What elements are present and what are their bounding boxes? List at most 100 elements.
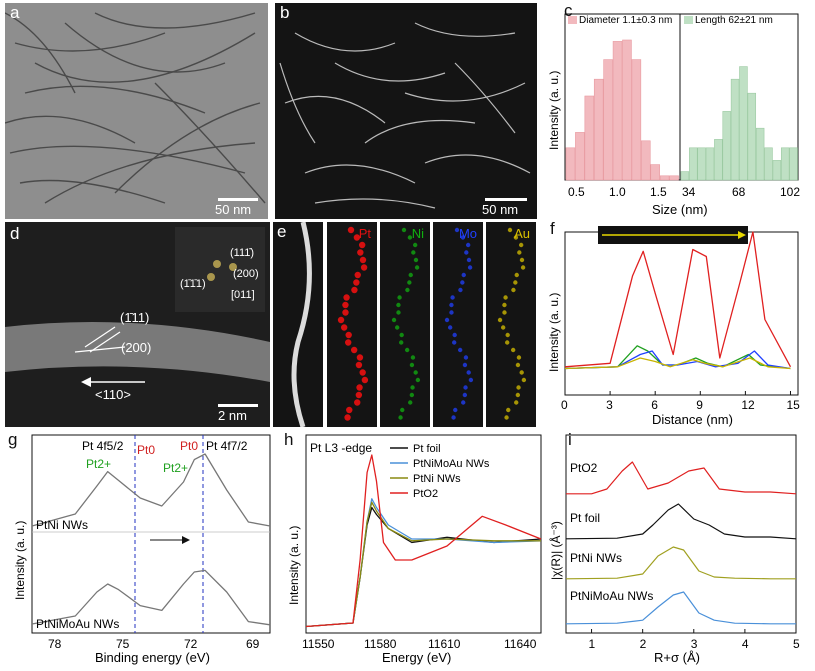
fft-m1m11-label: (1̄1̄1) (180, 278, 206, 290)
bar-diameter-1.1 (622, 39, 632, 181)
bar-length-94 (780, 147, 790, 181)
panel-c-size-histogram: c Diameter 1.1±0.3 nm Length 62±21 nm 0.… (540, 0, 815, 222)
tick-h-11580: 11580 (364, 637, 397, 651)
bar-length-49 (705, 147, 715, 181)
legend-length: Length 62±21 nm (695, 15, 773, 26)
bar-length-74 (747, 92, 757, 181)
label-ptni: PtNi NWs (36, 518, 88, 532)
ylabel-i: |χ(R)| (Å⁻³) (548, 521, 563, 580)
bar-length-69 (739, 66, 748, 181)
xanes-ptni-nws (305, 501, 541, 628)
histogram-plot: Diameter 1.1±0.3 nm Length 62±21 nm 0.5 … (547, 13, 800, 217)
panel-b-haadf-image: b 50 nm (275, 3, 537, 219)
bar-length-64 (730, 78, 740, 181)
bar-diameter-0.8 (593, 78, 604, 181)
tick-c-1.5: 1.5 (650, 185, 667, 199)
bar-diameter-0.5 (565, 147, 576, 181)
bar-length-39 (689, 147, 698, 181)
label-i-pto2: PtO2 (570, 461, 598, 475)
exafs-ptnimoau-nws (565, 591, 796, 625)
legend-h-2: PtNi NWs (413, 473, 461, 485)
xps-ptni-nws (31, 453, 271, 527)
scale-bar-a (218, 198, 258, 201)
map-label-mo: Mo (458, 226, 477, 241)
legend-h-0: Pt foil (413, 443, 441, 455)
scale-bar-b (485, 198, 527, 201)
title-h: Pt L3 -edge (310, 441, 372, 455)
map-label-ni: Ni (411, 226, 424, 241)
tick-h-11610: 11610 (428, 637, 461, 651)
profile-au (564, 357, 791, 370)
label-i-ptnimoau: PtNiMoAu NWs (570, 589, 653, 603)
bar-diameter-1.4 (650, 164, 660, 181)
panel-label-c: c (564, 1, 573, 20)
ylabel-g: Intensity (a. u.) (13, 521, 27, 600)
panel-h-xanes: h Pt L3 -edge Pt foil PtNiMoAu NWs PtNi NW… (278, 430, 546, 666)
panel-label-e: e (277, 222, 287, 241)
scale-text-a: 50 nm (215, 202, 252, 217)
bar-length-44 (697, 147, 706, 181)
nanowire-texture-dark (279, 22, 531, 209)
panel-label-g: g (8, 430, 18, 449)
tick-c-102: 102 (780, 185, 800, 199)
panel-label-a: a (10, 3, 20, 22)
panel-e-eds-maps: e Pt Ni Mo Au (273, 222, 539, 427)
bar-length-59 (722, 111, 731, 181)
tick-f-3: 3 (606, 398, 613, 412)
bar-diameter-1.3 (641, 140, 651, 181)
xps-ptnimoau-nws (31, 569, 271, 626)
tick-i-4: 4 (742, 637, 749, 651)
scale-bar-d (218, 404, 258, 407)
tick-f-12: 12 (741, 398, 755, 412)
scale-text-d: 2 nm (218, 408, 247, 423)
profile-mo (564, 350, 791, 370)
tick-f-6: 6 (651, 398, 658, 412)
line-profile-plot: 0 3 6 9 12 15 Distance (nm) Intensity (a. u.) (547, 226, 800, 427)
legend-h-1: PtNiMoAu NWs (413, 458, 490, 470)
tick-h-11640: 11640 (504, 637, 537, 651)
bar-length-54 (714, 139, 723, 181)
bar-length-34 (680, 171, 690, 181)
bar-length-99 (789, 147, 798, 181)
bar-diameter-0.7 (584, 95, 595, 181)
label-ptnimoau: PtNiMoAu NWs (36, 617, 119, 631)
label-pt-4f52: Pt 4f5/2 (82, 439, 124, 453)
tick-f-0: 0 (561, 398, 568, 412)
label-pt2-b: Pt2+ (163, 461, 188, 475)
legend-swatch-length (684, 16, 693, 24)
bar-length-79 (755, 127, 765, 181)
fft-11m1-label: (111̄) (230, 247, 255, 259)
panel-label-b: b (280, 3, 290, 22)
xanes-plot: Pt L3 -edge Pt foil PtNiMoAu NWs PtNi NWs P… (287, 434, 542, 665)
ylabel-f: Intensity (a. u.) (547, 293, 561, 372)
tick-g-72: 72 (184, 637, 198, 651)
legend-diameter: Diameter 1.1±0.3 nm (579, 15, 672, 26)
label-pt0-b: Pt0 (180, 439, 198, 453)
bar-diameter-0.9 (603, 59, 613, 181)
panel-label-f: f (550, 219, 555, 238)
fft-200-label: (200) (233, 268, 259, 280)
tick-f-9: 9 (696, 398, 703, 412)
xlabel-g: Binding energy (eV) (95, 650, 210, 665)
label-pt-4f72: Pt 4f7/2 (206, 439, 248, 453)
map-ni: Ni (380, 222, 430, 427)
bar-diameter-1.5 (659, 175, 670, 181)
tick-f-15: 15 (786, 398, 800, 412)
tick-c-68: 68 (732, 185, 746, 199)
plane-111-label: (1̄11) (120, 310, 150, 325)
tick-g-78: 78 (48, 637, 62, 651)
panel-label-h: h (284, 430, 294, 449)
xlabel-c: Size (nm) (652, 202, 708, 217)
panel-d-hrtem-image: d (1̄11) (200) <110> (111̄) (200) (1̄1̄1… (5, 222, 270, 427)
panel-a-tem-image: a 50 nm (5, 3, 268, 219)
tick-c-1.0: 1.0 (609, 185, 626, 199)
xlabel-h: Energy (eV) (382, 650, 451, 665)
legend-h-3: PtO2 (413, 488, 438, 500)
xps-plot: Pt 4f5/2 Pt 4f7/2 Pt0 Pt0 Pt2+ Pt2+ PtNi… (13, 434, 271, 665)
tick-c-0.5: 0.5 (568, 185, 585, 199)
bar-diameter-0.6 (575, 132, 585, 181)
direction-110-label: <110> (95, 387, 131, 402)
map-mo: Mo (433, 222, 483, 427)
map-label-au: Au (514, 226, 530, 241)
bar-length-89 (772, 160, 782, 181)
